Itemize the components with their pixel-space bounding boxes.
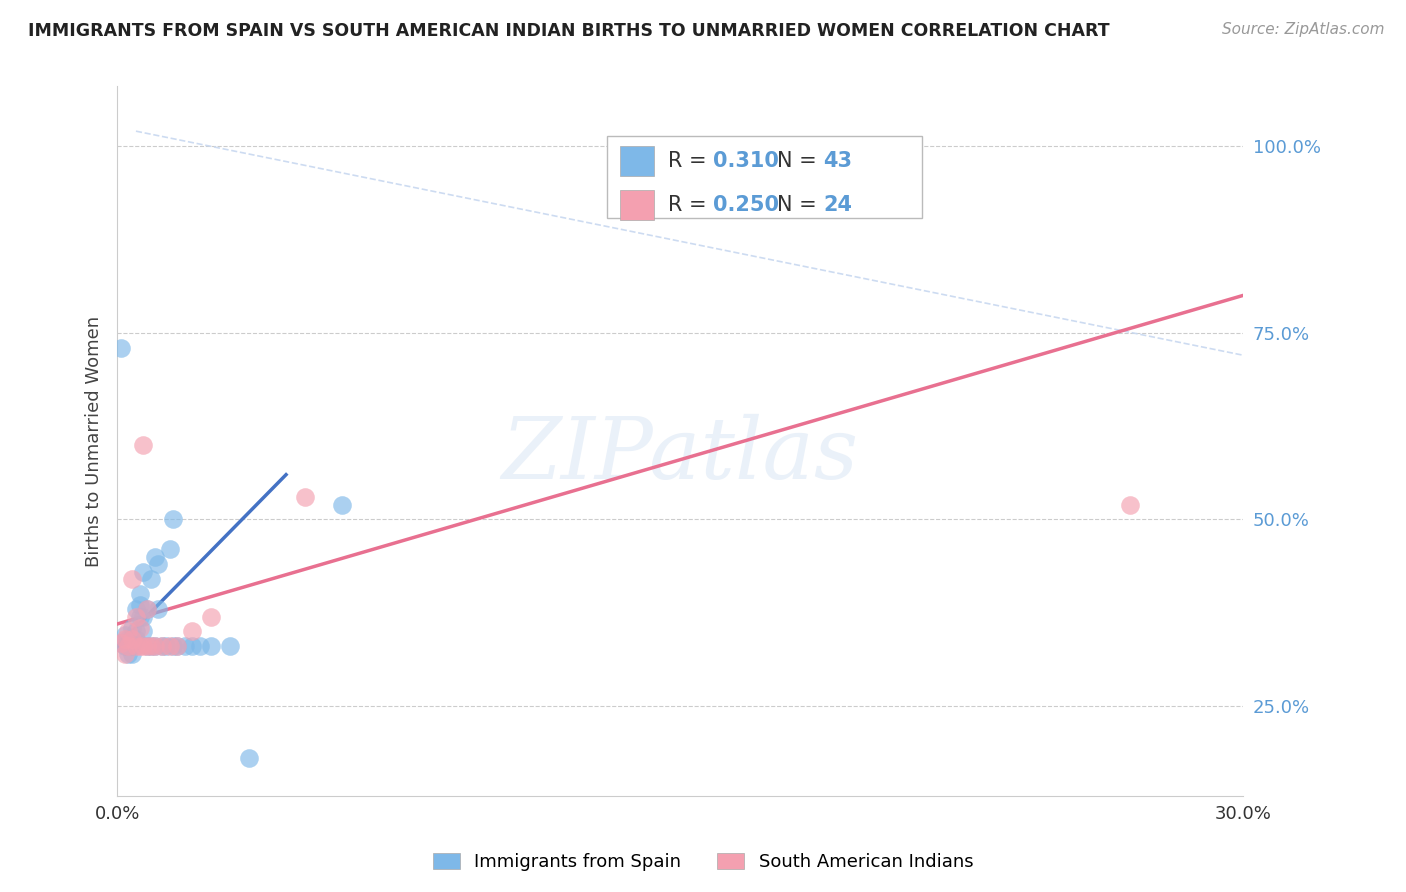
Point xyxy=(128,609,150,624)
Point xyxy=(330,498,353,512)
Point xyxy=(150,640,173,654)
Point xyxy=(117,635,139,649)
Point xyxy=(173,640,195,654)
Point xyxy=(1119,498,1142,512)
Point xyxy=(117,647,139,661)
Point xyxy=(121,632,143,646)
Point xyxy=(200,640,222,654)
Point xyxy=(181,640,204,654)
Point xyxy=(132,624,155,639)
Point xyxy=(166,640,188,654)
Point xyxy=(117,632,139,646)
Point xyxy=(125,632,148,646)
Point xyxy=(117,624,139,639)
Point xyxy=(114,628,136,642)
Point xyxy=(121,621,143,635)
Text: 0.250: 0.250 xyxy=(713,194,779,215)
Point xyxy=(125,635,148,649)
Point xyxy=(117,640,139,654)
FancyBboxPatch shape xyxy=(607,136,922,218)
Point xyxy=(132,640,155,654)
Point xyxy=(125,609,148,624)
Text: Source: ZipAtlas.com: Source: ZipAtlas.com xyxy=(1222,22,1385,37)
Point xyxy=(110,635,132,649)
Point xyxy=(128,640,150,654)
Point xyxy=(114,640,136,654)
Legend: Immigrants from Spain, South American Indians: Immigrants from Spain, South American In… xyxy=(426,846,980,879)
Point xyxy=(148,602,170,616)
Text: N =: N = xyxy=(778,151,824,171)
Point xyxy=(139,640,162,654)
Point xyxy=(181,624,204,639)
Point xyxy=(159,640,181,654)
Text: R =: R = xyxy=(668,194,713,215)
Point xyxy=(159,542,181,557)
Text: R =: R = xyxy=(668,151,713,171)
Point xyxy=(136,640,159,654)
Point xyxy=(125,640,148,654)
Point xyxy=(155,640,177,654)
Point xyxy=(114,647,136,661)
Text: 0.310: 0.310 xyxy=(713,151,779,171)
Point xyxy=(128,621,150,635)
Point xyxy=(121,647,143,661)
Text: N =: N = xyxy=(778,194,824,215)
Y-axis label: Births to Unmarried Women: Births to Unmarried Women xyxy=(86,316,103,566)
Point xyxy=(128,599,150,613)
Point xyxy=(139,572,162,586)
Point xyxy=(136,602,159,616)
Point xyxy=(132,565,155,579)
Text: 43: 43 xyxy=(823,151,852,171)
Point xyxy=(136,640,159,654)
Point xyxy=(132,609,155,624)
Point xyxy=(139,640,162,654)
Bar xyxy=(620,190,654,219)
Point xyxy=(166,640,188,654)
Point xyxy=(150,640,173,654)
Point xyxy=(121,632,143,646)
Point xyxy=(125,602,148,616)
Point xyxy=(294,490,316,504)
Bar xyxy=(620,146,654,176)
Point xyxy=(128,587,150,601)
Point xyxy=(125,624,148,639)
Point xyxy=(162,512,184,526)
Point xyxy=(188,640,211,654)
Point xyxy=(110,341,132,355)
Point xyxy=(143,640,166,654)
Point xyxy=(218,640,240,654)
Text: IMMIGRANTS FROM SPAIN VS SOUTH AMERICAN INDIAN BIRTHS TO UNMARRIED WOMEN CORRELA: IMMIGRANTS FROM SPAIN VS SOUTH AMERICAN … xyxy=(28,22,1109,40)
Point xyxy=(110,635,132,649)
Point xyxy=(162,640,184,654)
Point xyxy=(121,572,143,586)
Point xyxy=(143,549,166,564)
Point xyxy=(114,632,136,646)
Point xyxy=(200,609,222,624)
Point xyxy=(117,640,139,654)
Point xyxy=(238,751,260,765)
Text: ZIPatlas: ZIPatlas xyxy=(502,414,859,497)
Point xyxy=(132,438,155,452)
Point xyxy=(143,640,166,654)
Point xyxy=(148,558,170,572)
Text: 24: 24 xyxy=(823,194,852,215)
Point xyxy=(121,640,143,654)
Point xyxy=(136,602,159,616)
